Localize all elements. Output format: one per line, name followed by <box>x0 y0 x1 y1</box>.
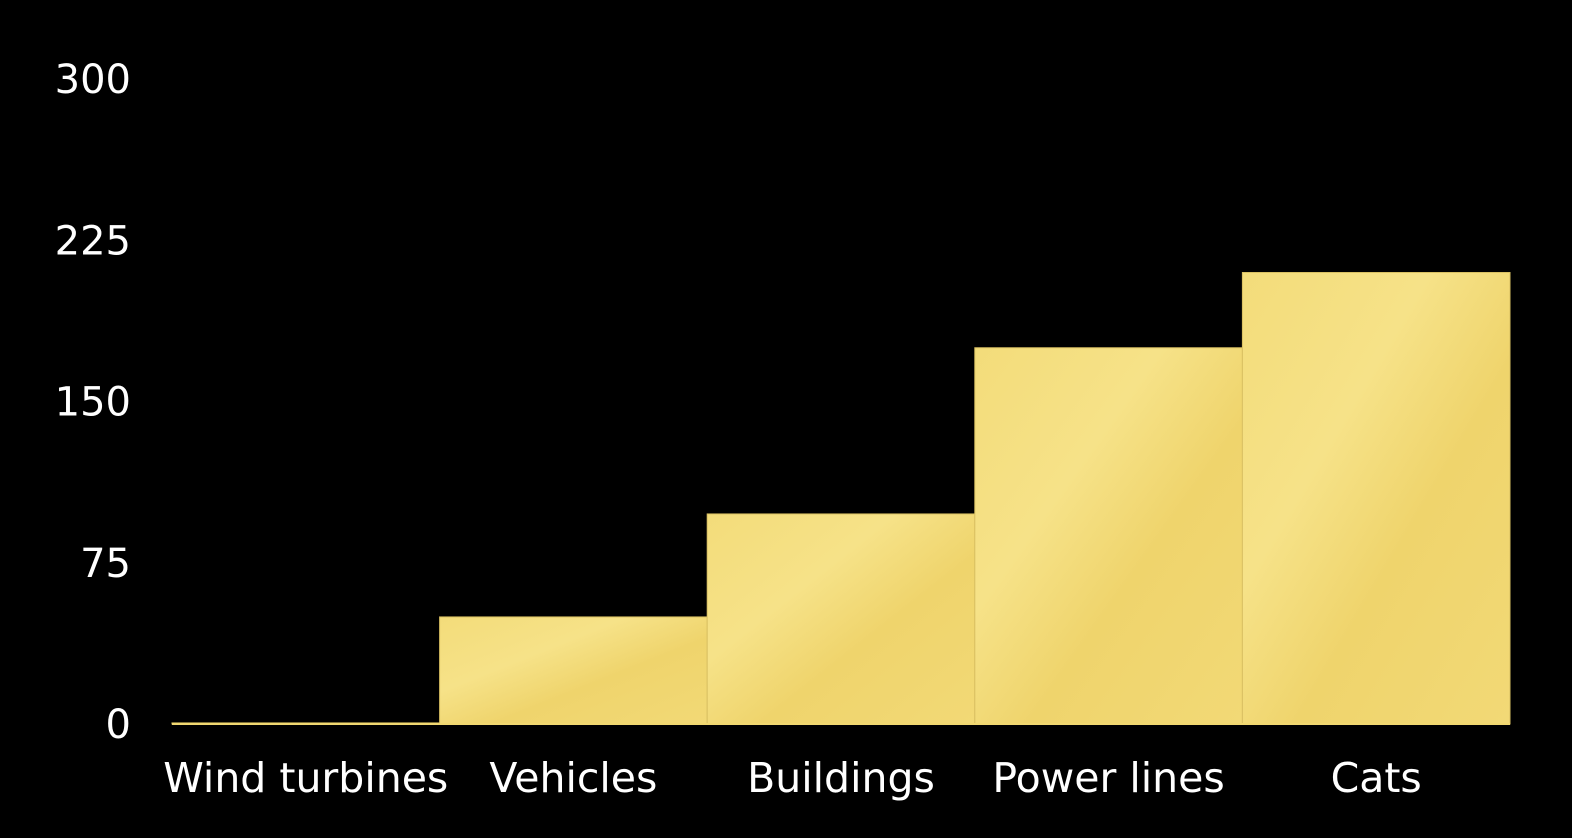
bars-group <box>171 272 1511 725</box>
x-tick-label: Cats <box>1331 754 1422 802</box>
x-tick-label: Vehicles <box>489 754 657 802</box>
x-tick-label: Buildings <box>747 754 935 802</box>
y-tick-label: 75 <box>80 541 131 587</box>
y-tick-label: 150 <box>55 380 131 426</box>
x-axis: Wind turbines Vehicles Buildings Power line… <box>163 754 1421 802</box>
y-tick-label: 0 <box>106 702 131 748</box>
y-tick-label: 300 <box>55 57 131 103</box>
y-tick-label: 225 <box>55 218 131 264</box>
bar-vehicles <box>439 616 708 725</box>
y-axis: 0 75 150 225 300 <box>55 57 131 748</box>
bar-cats <box>1241 272 1511 725</box>
x-tick-label: Power lines <box>992 754 1224 802</box>
bar-power-lines <box>974 347 1243 725</box>
x-tick-label: Wind turbines <box>163 754 448 802</box>
bar-buildings <box>706 513 976 725</box>
